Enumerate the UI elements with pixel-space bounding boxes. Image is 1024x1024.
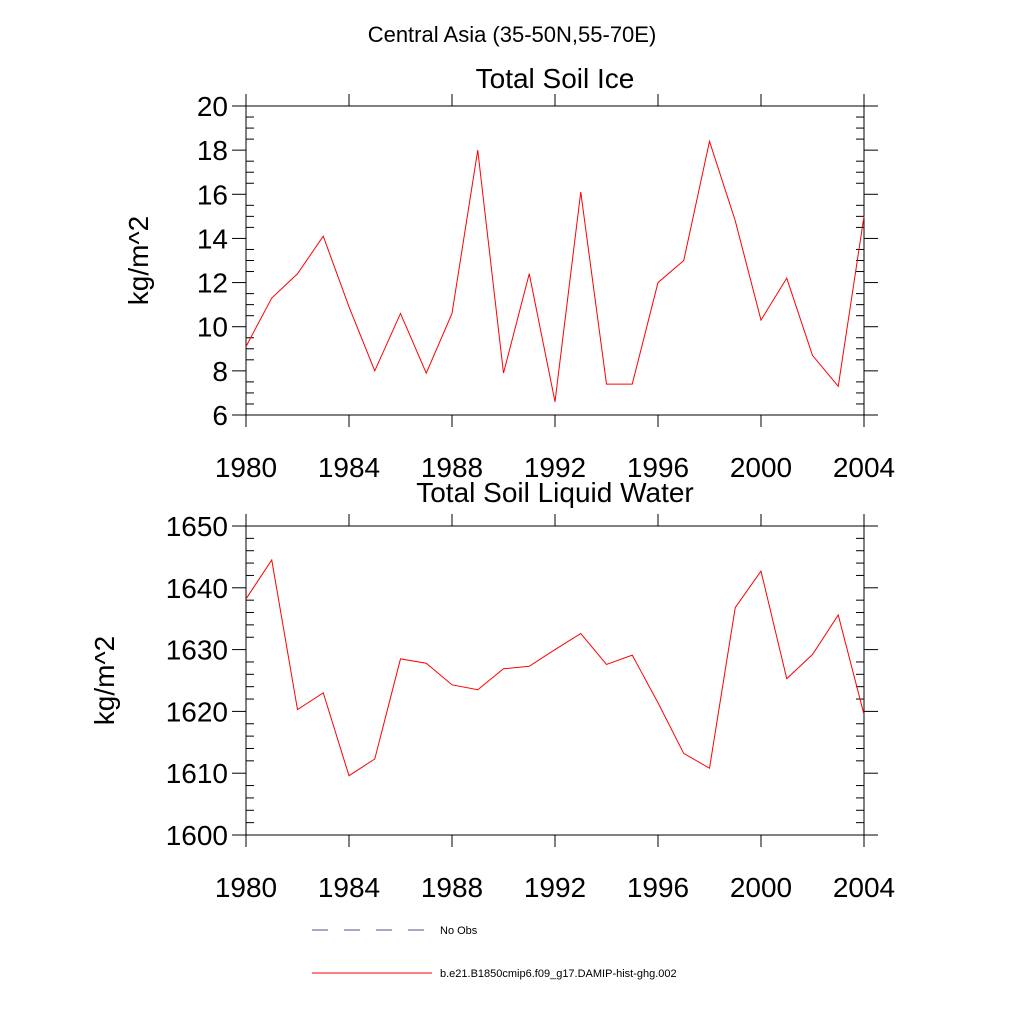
y-axis-label: kg/m^2: [89, 636, 120, 725]
plot-frame: [245, 105, 865, 416]
panel-title: Total Soil Liquid Water: [416, 477, 694, 508]
y-tick-label: 1610: [166, 758, 228, 789]
y-tick-label: 8: [212, 356, 228, 387]
x-tick-label: 1996: [627, 452, 689, 483]
figure-suptitle: Central Asia (35-50N,55-70E): [368, 22, 657, 47]
y-tick-label: 12: [197, 268, 228, 299]
y-tick-label: 10: [197, 312, 228, 343]
x-tick-label: 1984: [318, 872, 380, 903]
y-tick-label: 18: [197, 135, 228, 166]
series-line: [245, 139, 865, 402]
y-axis-label: kg/m^2: [123, 216, 154, 305]
x-tick-label: 2004: [833, 872, 895, 903]
legend: No Obs b.e21.B1850cmip6.f09_g17.DAMIP-hi…: [312, 925, 677, 980]
x-tick-label: 1988: [421, 872, 483, 903]
y-tick-label: 1640: [166, 573, 228, 604]
x-tick-label: 1996: [627, 872, 689, 903]
y-tick-label: 1630: [166, 635, 228, 666]
x-tick-label: 1988: [421, 452, 483, 483]
x-tick-label: 2000: [730, 872, 792, 903]
panel-soil-liquid-water: Total Soil Liquid Water kg/m^2 1980 1984 198…: [89, 477, 895, 903]
series-line: [245, 558, 865, 777]
legend-label-no-obs: No Obs: [440, 925, 478, 937]
y-tick-label: 6: [212, 400, 228, 431]
legend-label-model-run: b.e21.B1850cmip6.f09_g17.DAMIP-hist-ghg.…: [440, 968, 677, 980]
x-tick-label: 1980: [215, 452, 277, 483]
y-tick-label: 1600: [166, 820, 228, 851]
y-tick-label: 1650: [166, 511, 228, 542]
plot-frame: [245, 525, 865, 836]
y-tick-label: 14: [197, 223, 228, 254]
y-tick-label: 1620: [166, 696, 228, 727]
y-tick-label: 20: [197, 91, 228, 122]
x-tick-label: 1992: [524, 872, 586, 903]
x-tick-label: 1992: [524, 452, 586, 483]
panel-title: Total Soil Ice: [476, 63, 635, 94]
panel-soil-ice: Total Soil Ice kg/m^2 1980 1984 1988 1992 1996…: [123, 63, 895, 483]
x-tick-label: 2000: [730, 452, 792, 483]
y-tick-label: 16: [197, 179, 228, 210]
x-tick-label: 2004: [833, 452, 895, 483]
x-tick-label: 1984: [318, 452, 380, 483]
x-tick-label: 1980: [215, 872, 277, 903]
